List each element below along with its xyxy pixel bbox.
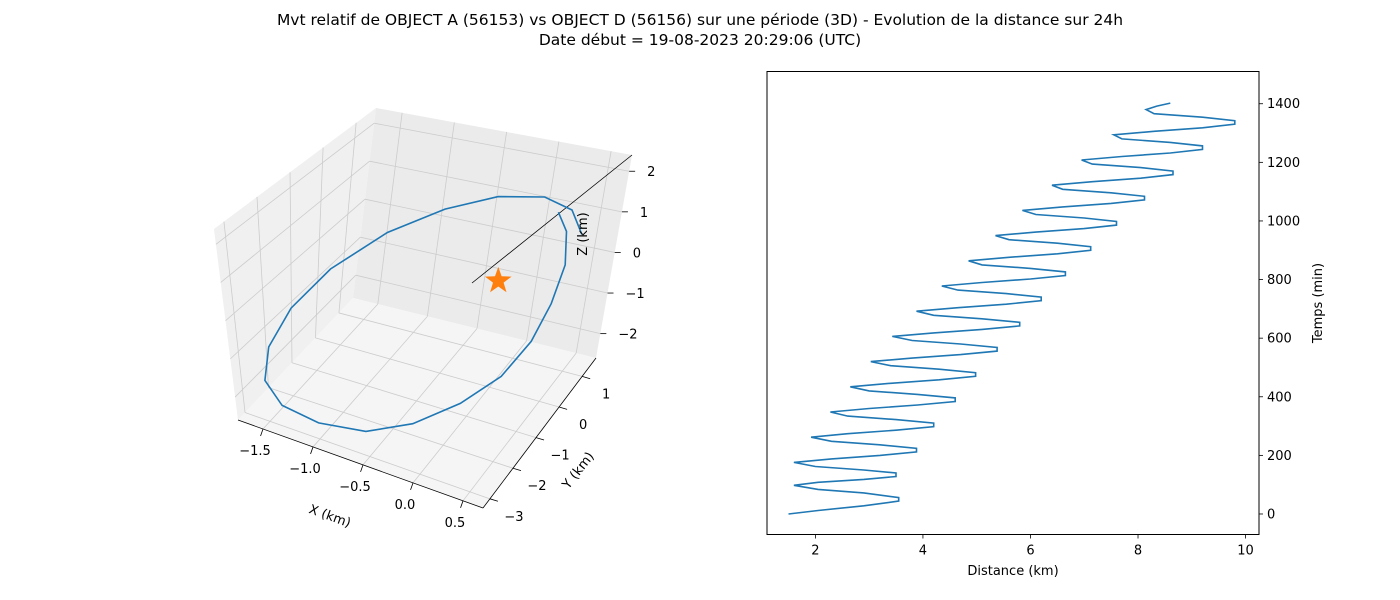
distance-time-panel: 2 4 6 8 10 0 200 400 600 800 1000 1200 1400 Distance… xyxy=(766,71,1326,579)
y-tick-label: −3 xyxy=(504,510,523,525)
grid-line xyxy=(220,160,370,283)
time-axis-label: Temps (min) xyxy=(1311,263,1326,344)
grid-line xyxy=(223,221,246,413)
grid-line xyxy=(575,151,612,354)
floor-pane xyxy=(238,298,596,508)
grid-line xyxy=(291,362,537,438)
x-axis-label: X (km) xyxy=(307,502,353,531)
grid-line xyxy=(369,160,622,213)
z-tick-label: 1 xyxy=(640,206,648,221)
distance-tick-label: 6 xyxy=(1026,544,1034,559)
x-tick xyxy=(360,464,364,473)
figure-title: Mvt relatif de OBJECT A (56153) vs OBJEC… xyxy=(277,11,1123,29)
x-tick-label: −0.5 xyxy=(339,480,371,495)
left-pane xyxy=(214,108,376,420)
x-tick-label: 0.0 xyxy=(395,498,416,513)
x-tick-label: −1.5 xyxy=(239,444,271,459)
distance-tick-label: 8 xyxy=(1134,544,1142,559)
grid-line xyxy=(230,236,361,360)
grid-line xyxy=(234,274,357,398)
grid-line xyxy=(256,196,269,388)
y-tick-label: −1 xyxy=(550,449,569,464)
ticks-3d: −1.5 −1.0 −0.5 0.0 0.5 −3 −2 −1 0 1 −2 −1 0 1 2 xyxy=(239,165,655,531)
z-tick-label: 0 xyxy=(633,246,641,261)
grid-line xyxy=(315,337,560,408)
trajectory-line xyxy=(264,195,583,433)
time-tick-label: 1400 xyxy=(1267,97,1300,112)
time-tick-label: 1000 xyxy=(1267,214,1300,229)
x-tick-label: 0.5 xyxy=(445,516,466,531)
figure-subtitle: Date début = 19-08-2023 20:29:06 (UTC) xyxy=(539,31,861,49)
x-tick xyxy=(310,446,314,455)
x-tick-label: −1.0 xyxy=(289,462,321,477)
ticks-2d: 2 4 6 8 10 0 200 400 600 800 1000 1200 1400 xyxy=(811,97,1300,558)
distance-series-line xyxy=(788,102,1236,515)
grid-line xyxy=(462,352,577,502)
y-tick xyxy=(512,467,522,471)
axis-line xyxy=(471,154,633,284)
grid-line xyxy=(215,122,375,245)
time-tick-label: 800 xyxy=(1267,273,1292,288)
distance-axis-label: Distance (km) xyxy=(967,564,1058,579)
grid-line xyxy=(355,274,601,335)
trajectory-3d-panel: −1.5 −1.0 −0.5 0.0 0.5 −3 −2 −1 0 1 −2 −1 0 1 2 X (km)… xyxy=(214,108,655,531)
x-tick xyxy=(460,500,464,508)
time-tick-label: 200 xyxy=(1267,449,1292,464)
grid-3d xyxy=(215,112,630,502)
time-tick-label: 1200 xyxy=(1267,156,1300,171)
grid-line xyxy=(364,198,615,253)
grid-line xyxy=(315,147,324,338)
axes-3d xyxy=(237,154,633,509)
time-tick-label: 400 xyxy=(1267,390,1292,405)
time-tick-label: 0 xyxy=(1267,507,1275,522)
time-tick-label: 600 xyxy=(1267,332,1292,347)
x-tick xyxy=(410,482,414,490)
grid-line xyxy=(377,112,403,305)
y-tick-label: 1 xyxy=(602,387,610,402)
grid-line xyxy=(362,328,478,466)
grid-line xyxy=(412,340,527,484)
z-axis-label: Z (km) xyxy=(576,212,591,255)
z-tick-label: −1 xyxy=(626,287,645,302)
y-tick xyxy=(489,498,499,502)
z-tick-label: −2 xyxy=(618,328,637,343)
grid-line xyxy=(360,236,608,294)
grid-line xyxy=(225,198,366,321)
y-tick xyxy=(582,375,591,380)
y-tick xyxy=(535,437,545,441)
grid-line xyxy=(338,312,583,377)
distance-tick-label: 4 xyxy=(919,544,927,559)
axis-line xyxy=(237,419,484,509)
y-tick-label: −2 xyxy=(527,479,546,494)
y-tick-label: 0 xyxy=(579,418,587,433)
grid-line xyxy=(526,141,560,341)
grid-line xyxy=(374,122,630,172)
grid-line xyxy=(262,303,379,430)
back-pane xyxy=(353,108,632,358)
z-tick-label: 2 xyxy=(647,165,655,180)
axis-line xyxy=(482,357,597,509)
distance-tick-label: 10 xyxy=(1237,544,1254,559)
reference-star-marker xyxy=(485,266,512,293)
grid-line xyxy=(289,172,293,363)
grid-line xyxy=(476,131,508,329)
grid-line xyxy=(426,122,455,317)
plot-frame xyxy=(766,71,1260,535)
y-tick xyxy=(558,406,568,410)
distance-tick-label: 2 xyxy=(811,544,819,559)
x-tick xyxy=(260,428,264,437)
grid-line xyxy=(338,122,357,313)
grid-line xyxy=(244,412,491,500)
